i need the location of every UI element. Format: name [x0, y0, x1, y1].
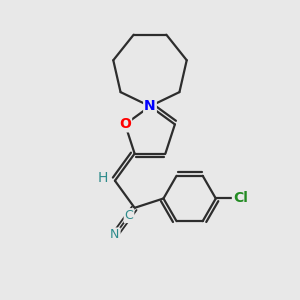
Text: C: C: [124, 209, 134, 222]
Text: H: H: [98, 170, 108, 184]
Text: N: N: [110, 229, 120, 242]
Text: O: O: [119, 117, 131, 131]
Text: N: N: [144, 99, 156, 113]
Text: Cl: Cl: [233, 191, 248, 206]
